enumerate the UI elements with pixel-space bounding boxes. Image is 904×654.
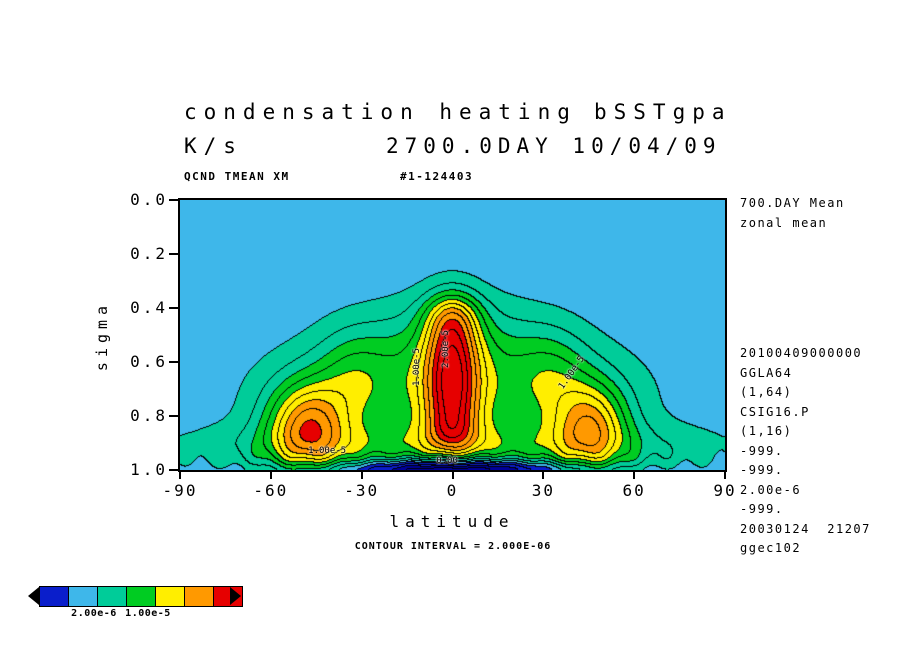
contour-value-label: 0.00 bbox=[436, 455, 458, 466]
x-tick-label: 90 bbox=[713, 481, 737, 500]
colorbar-cell bbox=[184, 586, 214, 607]
x-tick-label: 30 bbox=[531, 481, 555, 500]
x-tick-label: -90 bbox=[162, 481, 198, 500]
contour-interval-label: CONTOUR INTERVAL = 2.000E-06 bbox=[354, 541, 552, 552]
y-tick-label: 1.0 bbox=[130, 460, 168, 479]
right-panel-line: 20030124 21207 bbox=[740, 521, 871, 536]
y-tick-mark bbox=[169, 199, 178, 201]
colorbar-cell bbox=[39, 586, 69, 607]
x-axis-label: latitude bbox=[389, 512, 515, 531]
y-tick-label: 0.6 bbox=[130, 352, 168, 371]
x-tick-label: -30 bbox=[344, 481, 380, 500]
x-tick-label: 0 bbox=[446, 481, 459, 500]
right-panel-top: 700.DAY Mean zonal mean bbox=[740, 194, 845, 233]
right-panel-line: -999. bbox=[740, 463, 784, 477]
x-tick-mark bbox=[724, 471, 726, 479]
x-tick-mark bbox=[542, 471, 545, 479]
y-tick-mark bbox=[169, 469, 178, 471]
colorbar-right-arrow-icon bbox=[230, 587, 241, 605]
y-tick-mark bbox=[169, 361, 178, 363]
x-tick-label: -60 bbox=[253, 481, 289, 500]
colorbar-tick-label: 2.00e-6 bbox=[71, 608, 117, 619]
y-tick-mark bbox=[169, 253, 178, 255]
colorbar bbox=[39, 586, 243, 607]
right-panel-bottom: 20100409000000 GGLA64 (1,64) CSIG16.P (1,16)… bbox=[740, 344, 871, 559]
contour-value-label: 1.00e-5 bbox=[412, 348, 423, 387]
right-panel-line: -999. bbox=[740, 502, 784, 516]
record-id-label: #1-124403 bbox=[400, 170, 474, 183]
right-panel-line: 700.DAY Mean bbox=[740, 196, 845, 210]
x-tick-mark bbox=[451, 471, 454, 479]
y-tick-mark bbox=[169, 307, 178, 309]
right-panel-line: ggec102 bbox=[740, 541, 802, 555]
y-tick-label: 0.0 bbox=[130, 190, 168, 209]
y-tick-label: 0.4 bbox=[130, 298, 168, 317]
right-panel-line: CSIG16.P bbox=[740, 404, 810, 419]
right-panel-line: zonal mean bbox=[740, 215, 828, 230]
right-panel-line: GGLA64 bbox=[740, 365, 793, 380]
colorbar-cell bbox=[126, 586, 156, 607]
y-tick-label: 0.8 bbox=[130, 406, 168, 425]
colorbar-left-arrow-icon bbox=[28, 587, 39, 605]
time-label: 2700.0DAY 10/04/09 bbox=[386, 134, 722, 158]
contour-plot-canvas bbox=[180, 200, 725, 470]
colorbar-cell bbox=[155, 586, 185, 607]
right-panel-line: 2.00e-6 bbox=[740, 482, 802, 497]
colorbar-cell bbox=[97, 586, 127, 607]
units-label: K/s bbox=[184, 134, 243, 158]
colorbar-cell bbox=[68, 586, 98, 607]
x-tick-mark bbox=[179, 471, 181, 479]
contour-value-label: 2.00e-5 bbox=[440, 329, 451, 368]
chart-title: condensation heating bbox=[184, 100, 577, 124]
variable-label: QCND TMEAN XM bbox=[184, 170, 290, 183]
x-tick-mark bbox=[269, 471, 272, 479]
colorbar-tick-label: 1.00e-5 bbox=[125, 608, 171, 619]
right-panel-line: (1,16) bbox=[740, 424, 793, 438]
y-axis-label: sigma bbox=[93, 300, 111, 372]
right-panel-line: 20100409000000 bbox=[740, 346, 863, 360]
x-tick-label: 60 bbox=[622, 481, 646, 500]
contour-value-label: 1.00e-5 bbox=[308, 446, 347, 457]
y-tick-label: 0.2 bbox=[130, 244, 168, 263]
run-name: bSSTgpa bbox=[594, 100, 732, 124]
y-tick-mark bbox=[169, 415, 178, 417]
x-tick-mark bbox=[360, 471, 363, 479]
x-tick-mark bbox=[633, 471, 636, 479]
right-panel-line: -999. bbox=[740, 443, 784, 458]
right-panel-line: (1,64) bbox=[740, 385, 793, 399]
